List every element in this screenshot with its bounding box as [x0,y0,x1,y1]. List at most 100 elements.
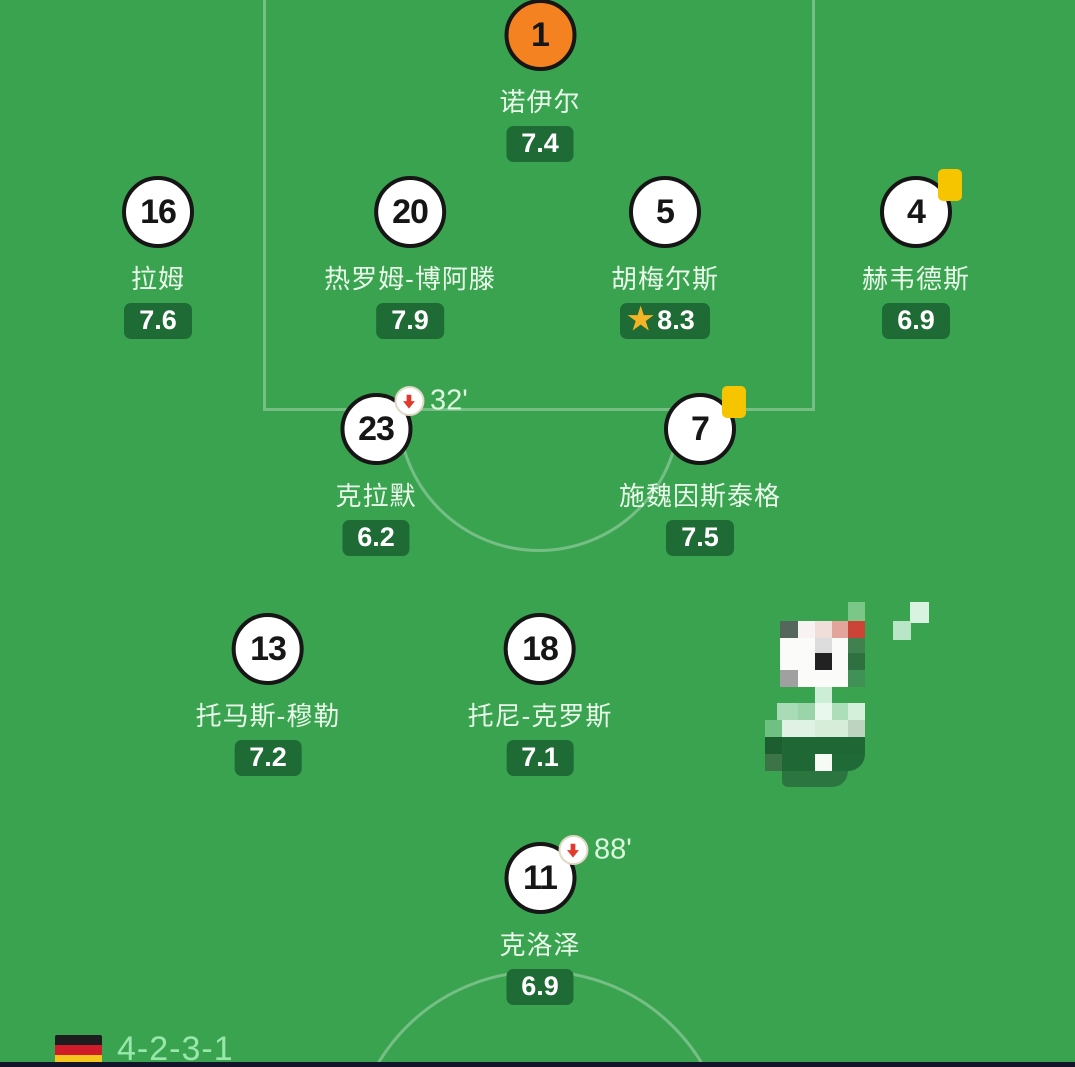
player-rating-badge: ★ 6.2 [342,520,410,557]
player-rating-value: 6.9 [897,305,935,335]
player-7[interactable]: 7 施魏因斯泰格 ★ 7.5 [618,386,782,557]
mosaic-cell [832,703,848,720]
mosaic-cell [765,720,782,737]
mosaic-cell [848,703,865,720]
mosaic-cell [815,653,832,670]
player-number-badge[interactable]: 1 [503,0,576,71]
player-number-badge[interactable]: 13 [231,613,304,685]
sub-off-wrap: 32' [393,385,468,417]
mosaic-cell [848,670,865,687]
player-23[interactable]: 23 32' 克拉默 ★ 6.2 [335,385,468,557]
player-rating-value: 7.2 [249,742,287,772]
player-rating-badge: ★ 7.1 [506,740,574,777]
player-badge-wrap[interactable]: 4 [879,169,962,248]
formation-label: 4-2-3-1 [117,1030,234,1067]
mosaic-cell [848,638,865,653]
player-number: 7 [691,409,710,448]
player-badge-wrap[interactable]: 13 [231,613,304,685]
mosaic-cell [782,720,815,737]
mosaic-cell [777,703,798,720]
mosaic-cell [765,754,782,771]
player-number-badge[interactable]: 20 [373,176,446,248]
player-badge-wrap[interactable]: 23 32' [339,385,468,465]
mosaic-cell [780,670,798,687]
player-rating-value: 6.9 [521,971,559,1001]
sub-off-wrap: 88' [557,834,632,866]
player-name: 施魏因斯泰格 [618,481,782,511]
player-rating-badge: ★ 6.9 [506,969,574,1006]
mosaic-cell [910,602,929,623]
player-badge-wrap[interactable]: 18 [503,613,576,685]
player-number: 16 [140,192,177,231]
player-rating-badge: ★ 6.9 [882,303,950,340]
player-number: 23 [358,409,395,448]
player-rating-value: 7.9 [391,305,429,335]
star-icon: ★ [627,303,655,337]
mosaic-cell [848,602,865,622]
mosaic-cell [848,621,865,638]
player-name: 热罗姆-博阿滕 [324,264,496,294]
player-badge-wrap[interactable]: 20 [373,176,446,248]
player-rating-badge: ★ 8.3 [620,303,710,340]
player-rating-value: 7.4 [521,128,559,158]
player-number-badge[interactable]: 16 [122,176,194,248]
player-16[interactable]: 16 拉姆 ★ 7.6 [122,176,194,340]
player-rating-value: 7.5 [681,522,719,552]
mosaic-cell [848,653,865,670]
player-number-badge[interactable]: 11 [503,842,576,914]
yellow-card-icon [937,169,962,201]
mosaic-cell [815,720,848,737]
sub-minute-label: 32' [429,384,468,417]
sub-off-icon [393,386,424,416]
player-rating-value: 7.1 [521,742,559,772]
yellow-card-icon [721,386,746,418]
player-number: 18 [522,629,559,668]
mosaic-cell [815,687,832,703]
player-number-badge[interactable]: 4 [879,176,952,248]
player-badge-wrap[interactable]: 16 [122,176,194,248]
mosaic-cell [832,754,865,771]
player-badge-wrap[interactable]: 7 [663,386,746,465]
player-name: 克洛泽 [499,930,581,960]
mosaic-cell [798,703,815,720]
sub-off-icon [557,835,588,865]
player-rating-badge: ★ 7.5 [666,520,734,557]
mosaic-cell [832,621,848,638]
player-number: 11 [523,858,558,897]
mosaic-cell [798,621,815,638]
player-number-badge[interactable]: 5 [628,176,701,248]
mosaic-cell [782,771,848,787]
germany-flag-icon [55,1034,102,1065]
player-gk-1[interactable]: 1 诺伊尔 ★ 7.4 [499,0,581,163]
player-rating-value: 8.3 [657,305,695,335]
mosaic-cell [782,754,815,771]
penalty-arc-clip [380,413,700,563]
player-13[interactable]: 13 托马斯-穆勒 ★ 7.2 [196,613,341,777]
player-rating-value: 6.2 [357,522,395,552]
mosaic-cell [815,703,832,720]
sub-minute-label: 88' [593,833,632,866]
player-number: 1 [531,15,550,54]
player-18[interactable]: 18 托尼-克罗斯 ★ 7.1 [468,613,613,777]
player-11[interactable]: 11 88' 克洛泽 ★ 6.9 [499,834,632,1006]
player-name: 胡梅尔斯 [610,264,720,294]
player-4[interactable]: 4 赫韦德斯 ★ 6.9 [862,169,970,340]
mosaic-cell [815,754,832,771]
mosaic-cell [782,737,865,754]
formation-footer: 4-2-3-1 [55,1030,234,1067]
mosaic-cell [815,621,832,638]
penalty-box-line [263,0,815,411]
player-badge-wrap[interactable]: 11 88' [503,834,632,914]
player-badge-wrap[interactable]: 5 [628,176,701,248]
player-number-badge[interactable]: 18 [503,613,576,685]
player-rating-badge: ★ 7.9 [376,303,444,340]
player-number: 4 [907,192,926,231]
player-badge-wrap[interactable]: 1 [503,0,576,71]
player-name: 诺伊尔 [499,87,581,117]
player-number: 13 [250,629,287,668]
mosaic-cell [780,621,798,638]
player-20[interactable]: 20 热罗姆-博阿滕 ★ 7.9 [324,176,496,340]
player-5[interactable]: 5 胡梅尔斯 ★ 8.3 [610,176,720,340]
player-rating-badge: ★ 7.6 [124,303,192,340]
